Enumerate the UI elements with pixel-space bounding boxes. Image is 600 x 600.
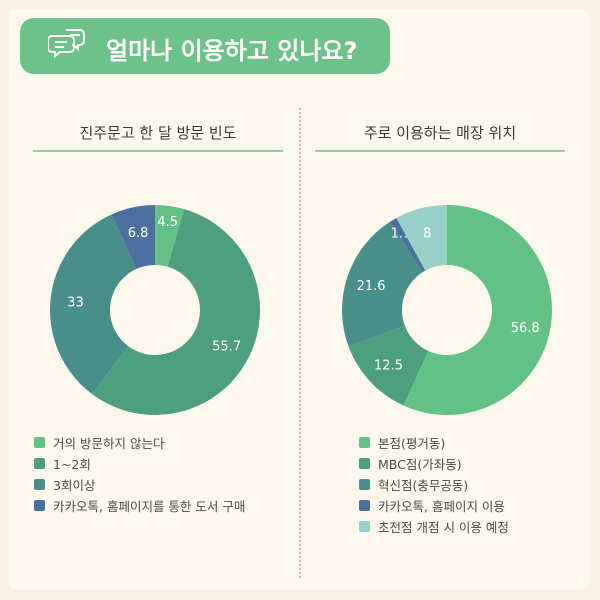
donut-slice xyxy=(342,221,423,347)
speech-bubbles-icon xyxy=(48,29,85,59)
legend-item: 거의 방문하지 않는다 xyxy=(34,432,245,453)
donut-slice xyxy=(348,325,429,406)
legend-label: 혁신점(충무공동) xyxy=(378,478,469,493)
legend-item: 1~2회 xyxy=(34,453,245,474)
donut-chart-visit-frequency: 4.5 55.7 33 6.8 xyxy=(49,205,260,415)
slice-value-label: 6.8 xyxy=(128,226,149,241)
slice-value-label: 12.5 xyxy=(374,359,403,374)
legend-item: 혁신점(충무공동) xyxy=(359,474,509,495)
legend-swatch xyxy=(34,437,45,448)
donut-slice xyxy=(390,217,426,273)
legend-item: 초전점 개점 시 이용 예정 xyxy=(359,516,509,537)
legend-swatch xyxy=(34,458,45,469)
legend-label: 3회이상 xyxy=(53,478,96,493)
legend-label: 카카오톡, 홈페이지를 통한 도서 구매 xyxy=(53,499,246,514)
slice-value-label: 4.5 xyxy=(157,215,178,230)
donut-slice xyxy=(403,205,552,415)
legend-item: 3회이상 xyxy=(34,474,245,495)
legend-swatch xyxy=(34,479,45,490)
donut-slice xyxy=(111,205,155,270)
donut-slice xyxy=(396,205,447,271)
slice-value-label: 55.7 xyxy=(212,340,241,355)
slice-value-label: 33 xyxy=(67,295,84,310)
donut-slice xyxy=(49,214,137,395)
legend-swatch xyxy=(359,500,370,511)
slice-value-label: 56.8 xyxy=(511,321,540,336)
legend-item: 본점(평거동) xyxy=(359,432,509,453)
page-title: 얼마나 이용하고 있나요? xyxy=(106,37,358,65)
chart-title-visit-frequency: 진주문고 한 달 방문 빈도 xyxy=(79,124,237,142)
legend-item: MBC점(가좌동) xyxy=(359,453,509,474)
legend-label: 본점(평거동) xyxy=(378,436,446,451)
chart-title-underline xyxy=(315,150,565,152)
legend-label: MBC점(가좌동) xyxy=(378,457,462,472)
legend-swatch xyxy=(359,458,370,469)
legend-swatch xyxy=(359,521,370,532)
legend-label: 카카오톡, 홈페이지 이용 xyxy=(378,499,505,514)
legend-label: 거의 방문하지 않는다 xyxy=(53,436,165,451)
legend-swatch xyxy=(359,437,370,448)
slice-value-label: 8 xyxy=(423,227,431,242)
chart-title-store-location: 주로 이용하는 매장 위치 xyxy=(363,124,517,142)
legend-swatch xyxy=(34,500,45,511)
header-banner: 얼마나 이용하고 있나요? xyxy=(20,18,390,74)
slice-value-label: 21.6 xyxy=(357,279,386,294)
legend-label: 1~2회 xyxy=(53,457,91,472)
donut-chart-store-location: 56.812.521.61.1 8 xyxy=(342,205,552,415)
legend-label: 초전점 개점 시 이용 예정 xyxy=(378,520,509,535)
chart-title-underline xyxy=(33,150,283,152)
legend-item: 카카오톡, 홈페이지를 통한 도서 구매 xyxy=(34,495,245,516)
donut-slice xyxy=(92,209,260,415)
column-divider xyxy=(299,108,301,578)
donut-slice xyxy=(155,205,185,267)
legend-item: 카카오톡, 홈페이지 이용 xyxy=(359,495,509,516)
legend-swatch xyxy=(359,479,370,490)
